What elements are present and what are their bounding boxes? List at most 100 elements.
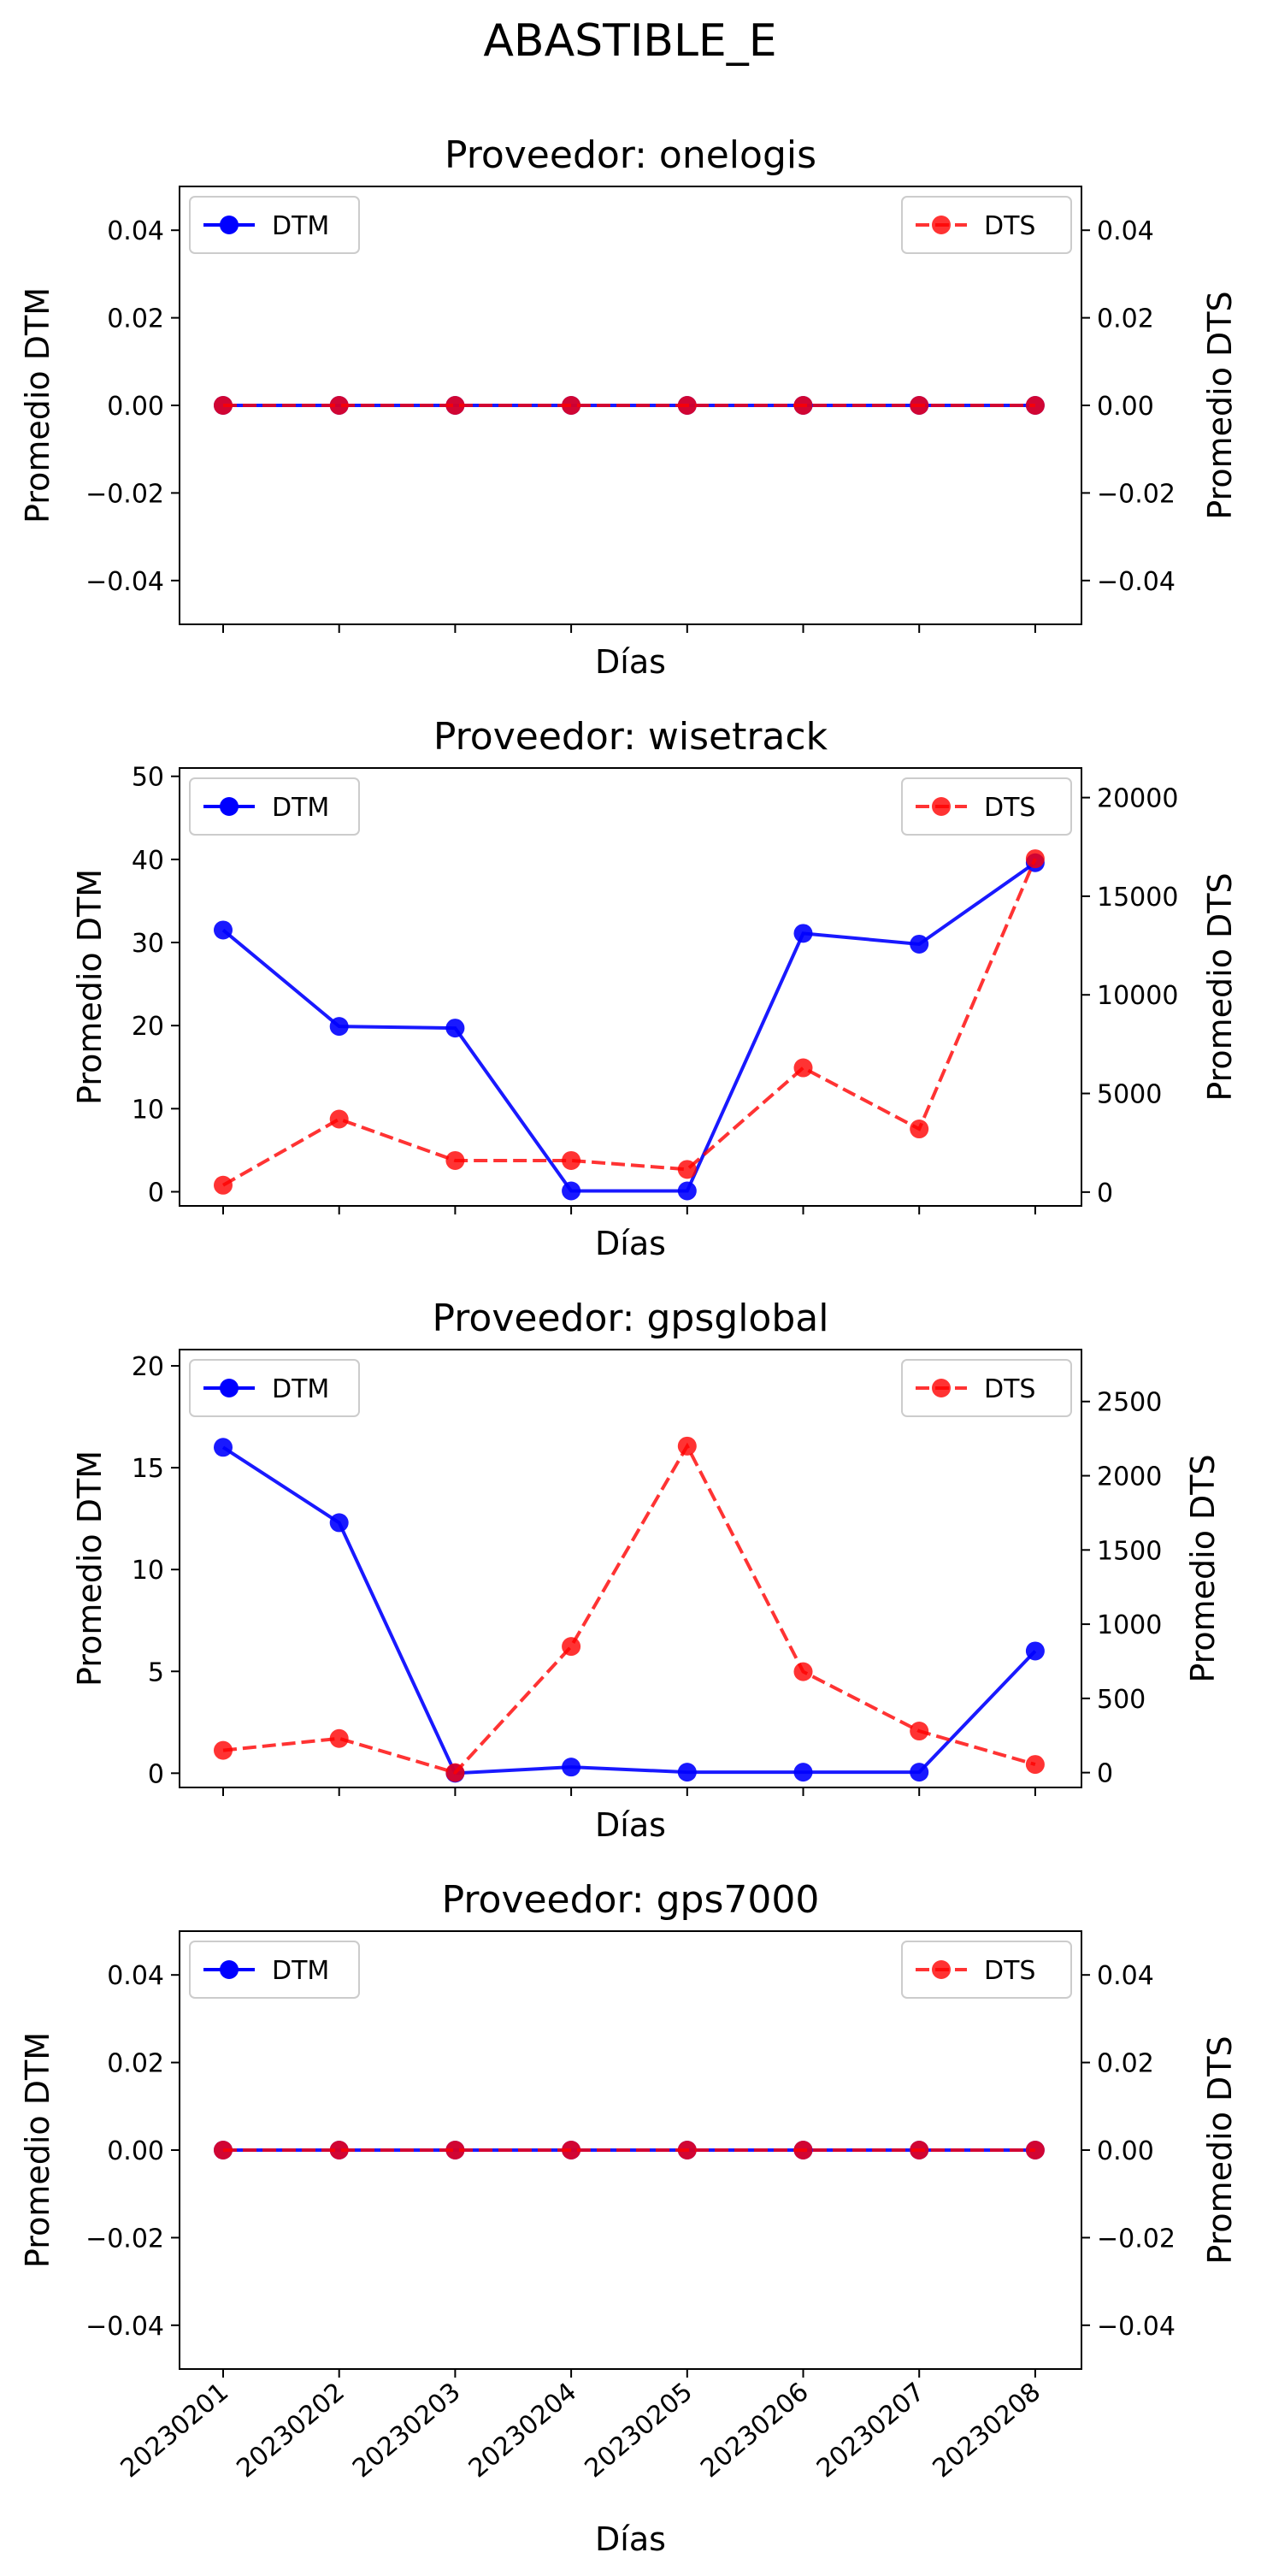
subplot-title: Proveedor: gps7000 (442, 1878, 820, 1922)
right-y-axis-title: Promedio DTS (1201, 2035, 1239, 2264)
legend-marker-dts (932, 1960, 951, 1979)
data-point-dts (329, 1728, 349, 1748)
data-point-dts (562, 2141, 581, 2159)
legend-marker-dts (932, 1379, 951, 1397)
data-point-dts (562, 1150, 581, 1170)
left-y-tick-label: 50 (132, 763, 164, 793)
right-y-tick-label: 10000 (1097, 981, 1178, 1011)
left-y-tick-label: 30 (132, 929, 164, 959)
right-y-tick-label: −0.04 (1097, 567, 1176, 597)
left-y-tick-label: 0.02 (107, 304, 164, 334)
figure-title: ABASTIBLE_E (483, 15, 776, 67)
left-y-tick-label: 0.04 (107, 216, 164, 246)
left-y-axis-title: Promedio DTM (71, 1450, 109, 1687)
right-y-tick-label: 0.04 (1097, 1961, 1154, 1991)
legend-box (189, 777, 360, 836)
data-point-dts (562, 396, 581, 415)
legend-box (189, 196, 360, 254)
data-point-dts (214, 396, 233, 415)
left-y-axis-title: Promedio DTM (19, 287, 56, 523)
plot-frame (179, 186, 1082, 625)
right-y-tick-label: 0.02 (1097, 304, 1154, 334)
left-y-tick-label: −0.02 (85, 2224, 164, 2254)
data-point-dtm (910, 934, 929, 954)
data-point-dts (910, 396, 929, 415)
left-y-tick-label: 0 (148, 1759, 164, 1789)
legend-label-dts: DTS (984, 793, 1035, 823)
legend-label-dts: DTS (984, 1956, 1035, 1986)
right-y-tick-label: −0.04 (1097, 2312, 1176, 2342)
series-line-dtm (221, 1445, 1037, 1775)
legend-box (189, 1359, 360, 1417)
data-point-dts (445, 396, 465, 415)
data-point-dtm (793, 1763, 813, 1782)
left-y-tick-label: 0.02 (107, 2049, 164, 2079)
right-y-tick-label: 500 (1097, 1685, 1146, 1715)
legend-label-dtm: DTM (272, 1374, 329, 1404)
data-point-dts (677, 1160, 697, 1179)
right-y-tick-label: 2000 (1097, 1462, 1162, 1492)
left-y-tick-label: 10 (132, 1095, 164, 1125)
data-point-dtm (1025, 1641, 1045, 1661)
data-point-dts (1025, 396, 1045, 415)
legend-marker-dts (932, 797, 951, 816)
subplot-title: Proveedor: gpsglobal (433, 1297, 829, 1340)
left-y-tick-label: −0.04 (85, 2312, 164, 2342)
x-axis-title: Días (595, 2520, 666, 2558)
data-point-dts (214, 1740, 233, 1760)
series-line-dts (222, 1442, 1036, 1775)
data-point-dts (445, 2141, 465, 2159)
legend-marker-dts (932, 216, 951, 234)
data-point-dts (445, 1150, 465, 1170)
subplot-2: Proveedor: gpsglobal 0 5 10 15 20 0 500 1000 1500… (71, 1297, 1222, 1844)
data-point-dts (677, 1436, 697, 1456)
left-y-tick-label: 0.00 (107, 392, 164, 422)
right-y-axis-title: Promedio DTS (1184, 1454, 1222, 1682)
legend-box (901, 1941, 1072, 1999)
right-y-tick-label: 0.00 (1097, 392, 1154, 422)
data-point-dts (793, 2141, 813, 2159)
data-point-dtm (445, 1019, 465, 1038)
right-y-tick-label: 0 (1097, 1759, 1113, 1789)
right-y-tick-label: 0.00 (1097, 2136, 1154, 2166)
legend-dts: DTS (901, 1941, 1072, 1999)
left-y-tick-label: 0 (148, 1178, 164, 1208)
left-y-tick-label: 20 (132, 1352, 164, 1382)
left-y-tick-label: 15 (132, 1454, 164, 1484)
left-y-axis-title: Promedio DTM (71, 869, 109, 1105)
right-y-axis-title: Promedio DTS (1201, 291, 1239, 519)
data-point-dts (214, 2141, 233, 2159)
right-y-tick-label: 20000 (1097, 784, 1178, 814)
x-axis-title: Días (595, 1225, 666, 1262)
data-point-dts (677, 2141, 697, 2159)
data-point-dts (910, 1120, 929, 1139)
left-y-tick-label: −0.02 (85, 479, 164, 509)
data-point-dts (445, 1763, 465, 1782)
left-y-tick-label: 0.00 (107, 2136, 164, 2166)
legend-marker-dtm (220, 1960, 239, 1979)
series-line-dtm (221, 861, 1037, 1193)
legend-dtm: DTM (189, 1359, 360, 1417)
right-y-tick-label: 0 (1097, 1179, 1113, 1208)
legend-label-dtm: DTM (272, 211, 329, 241)
data-point-dts (793, 396, 813, 415)
data-point-dts (329, 2141, 349, 2159)
legend-label-dtm: DTM (272, 793, 329, 823)
data-point-dts (910, 2141, 929, 2159)
right-y-tick-label: 1000 (1097, 1610, 1162, 1640)
series-line-dts (222, 858, 1037, 1187)
subplot-0: Proveedor: onelogis −0.04 −0.02 0.00 0.02 0.0… (19, 133, 1239, 681)
legend-dtm: DTM (189, 1941, 360, 1999)
x-axis-title: Días (595, 1806, 666, 1844)
plot-frame (179, 1930, 1082, 2370)
data-point-dts (793, 1058, 813, 1078)
left-y-tick-label: 20 (132, 1012, 164, 1042)
data-point-dtm (910, 1763, 929, 1782)
data-point-dtm (562, 1181, 581, 1201)
left-y-tick-label: 40 (132, 846, 164, 876)
data-point-dts (562, 1637, 581, 1657)
data-point-dtm (329, 1513, 349, 1533)
legend-marker-dtm (220, 797, 239, 816)
data-point-dtm (677, 1763, 697, 1782)
